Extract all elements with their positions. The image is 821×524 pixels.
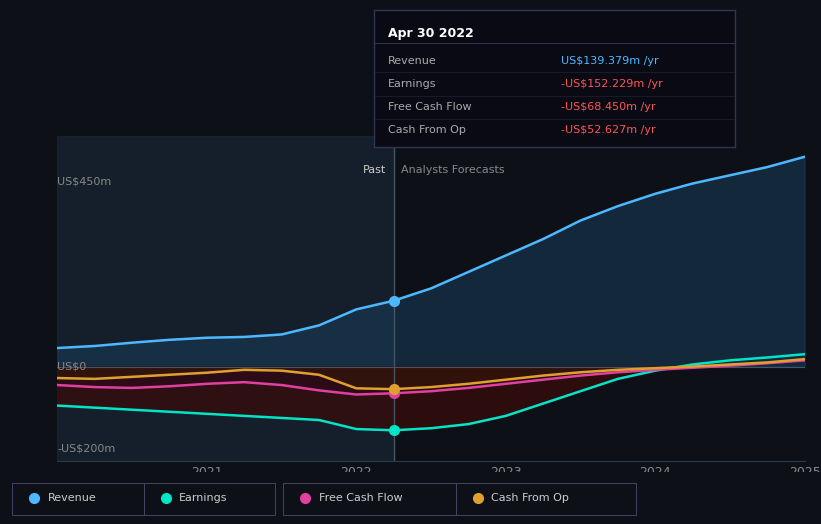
- Text: Free Cash Flow: Free Cash Flow: [388, 102, 471, 112]
- Text: -US$52.627m /yr: -US$52.627m /yr: [562, 125, 656, 135]
- FancyBboxPatch shape: [283, 483, 464, 515]
- Text: Earnings: Earnings: [388, 79, 437, 89]
- Text: -US$152.229m /yr: -US$152.229m /yr: [562, 79, 663, 89]
- Text: Apr 30 2022: Apr 30 2022: [388, 27, 474, 40]
- Text: Revenue: Revenue: [48, 493, 96, 503]
- FancyBboxPatch shape: [144, 483, 275, 515]
- Text: Cash From Op: Cash From Op: [388, 125, 466, 135]
- Text: Past: Past: [363, 165, 386, 175]
- FancyBboxPatch shape: [12, 483, 144, 515]
- Text: US$450m: US$450m: [57, 177, 112, 187]
- Text: Revenue: Revenue: [388, 56, 437, 66]
- Text: -US$68.450m /yr: -US$68.450m /yr: [562, 102, 656, 112]
- Text: Cash From Op: Cash From Op: [491, 493, 569, 503]
- Text: Earnings: Earnings: [179, 493, 227, 503]
- Text: Analysts Forecasts: Analysts Forecasts: [401, 165, 505, 175]
- Text: -US$200m: -US$200m: [57, 444, 116, 454]
- Bar: [57, 136, 393, 461]
- Text: Free Cash Flow: Free Cash Flow: [319, 493, 402, 503]
- FancyBboxPatch shape: [456, 483, 636, 515]
- Text: US$139.379m /yr: US$139.379m /yr: [562, 56, 659, 66]
- Text: US$0: US$0: [57, 362, 87, 372]
